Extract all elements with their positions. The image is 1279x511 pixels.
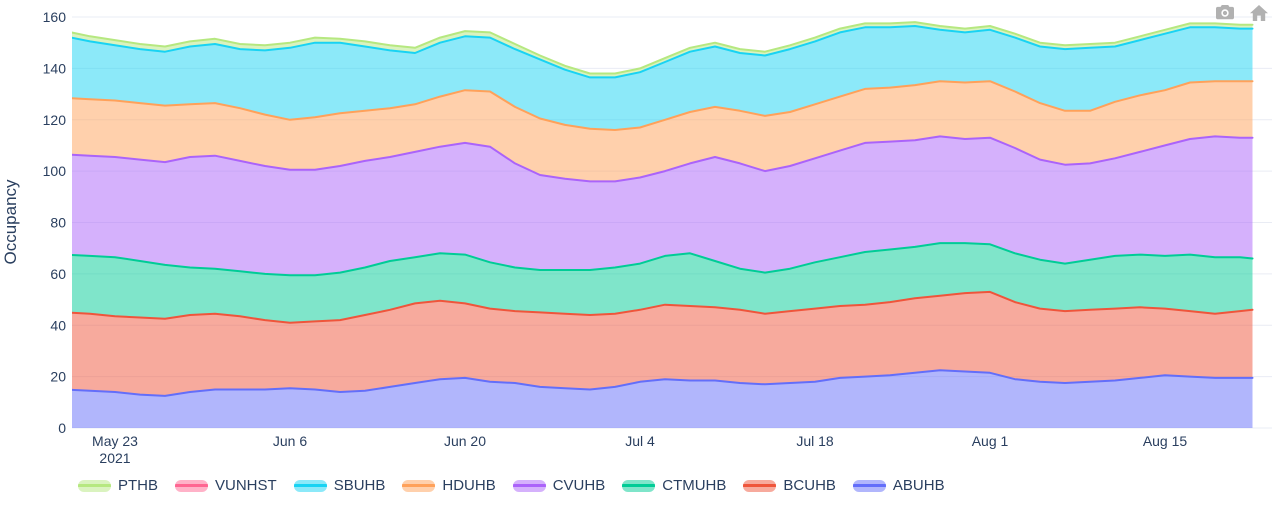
y-tick-label: 60 <box>50 266 66 282</box>
legend-label-bcuhb: BCUHB <box>783 477 836 494</box>
legend-label-pthb: PTHB <box>118 477 159 494</box>
x-tick-label: May 23 <box>92 433 138 449</box>
y-tick-label: 140 <box>43 60 67 76</box>
legend-swatch-sbuhb <box>293 479 327 492</box>
y-axis-ticks: 0 20 40 60 80 100 120 140 160 <box>43 9 67 436</box>
legend-item-pthb[interactable]: PTHB <box>78 478 158 493</box>
y-tick-label: 40 <box>50 317 66 333</box>
modebar <box>1212 2 1271 25</box>
x-tick-label: Jun 6 <box>273 433 307 449</box>
trace-lines <box>72 21 1254 397</box>
line-hduhb <box>72 80 1254 131</box>
legend-swatch-line <box>402 484 436 487</box>
x-tick-sublabel: 2021 <box>99 450 130 466</box>
legend-item-ctmuhb[interactable]: CTMUHB <box>622 478 726 493</box>
x-tick-label: Jun 20 <box>444 433 486 449</box>
camera-icon <box>1215 5 1235 25</box>
x-tick-label: Jul 18 <box>796 433 834 449</box>
legend-swatch-vunhst <box>175 479 209 492</box>
legend-swatch-line <box>512 484 546 487</box>
area-bcuhb[interactable] <box>65 291 1253 396</box>
area-ctmuhb[interactable] <box>65 243 1253 323</box>
area-abuhb[interactable] <box>65 370 1253 428</box>
y-tick-label: 100 <box>43 163 67 179</box>
legend-swatch-line <box>78 484 111 487</box>
legend-item-cvuhb[interactable]: CVUHB <box>512 477 606 494</box>
legend-item-abuhb[interactable]: ABUHB <box>852 477 945 494</box>
legend-label-hduhb: HDUHB <box>442 477 496 494</box>
legend-label-abuhb: ABUHB <box>892 477 945 494</box>
y-tick-label: 120 <box>43 112 67 128</box>
legend-swatch-line <box>175 484 209 487</box>
x-tick-label: Aug 1 <box>972 433 1009 449</box>
download-plot-button[interactable] <box>1212 2 1237 25</box>
legend-swatch-line <box>622 484 656 487</box>
y-tick-label: 0 <box>58 420 66 436</box>
legend-item-vunhst[interactable]: VUNHST <box>175 478 277 493</box>
reset-axes-button[interactable] <box>1246 2 1271 25</box>
legend-item-sbuhb[interactable]: SBUHB <box>293 477 386 494</box>
line-sbuhb <box>72 25 1254 79</box>
legend-label-ctmuhb: CTMUHB <box>662 477 727 494</box>
home-icon <box>1249 5 1269 25</box>
legend-swatch-abuhb <box>852 479 886 492</box>
line-pthb <box>72 21 1254 75</box>
legend-swatch-hduhb <box>402 479 436 492</box>
y-axis-title: Occupancy <box>1 179 20 265</box>
area-cvuhb[interactable] <box>65 136 1253 276</box>
occupancy-stacked-area-chart[interactable]: Occupancy 0 20 40 60 80 100 120 140 160 May 23202… <box>0 0 1279 472</box>
y-tick-label: 20 <box>50 369 66 385</box>
x-tick-label: Jul 4 <box>625 433 655 449</box>
legend-label-vunhst: VUNHST <box>215 477 277 494</box>
legend-swatch-line <box>852 484 886 487</box>
legend-swatch-line <box>743 484 777 487</box>
line-abuhb <box>72 369 1254 397</box>
y-tick-label: 80 <box>50 215 66 231</box>
legend-swatch-bcuhb <box>743 479 777 492</box>
area-traces <box>65 22 1253 428</box>
legend-swatch-line <box>293 484 327 487</box>
legend-item-hduhb[interactable]: HDUHB <box>402 477 496 494</box>
legend-item-bcuhb[interactable]: BCUHB <box>743 478 836 493</box>
legend-swatch-pthb <box>78 479 111 492</box>
area-sbuhb[interactable] <box>65 26 1253 130</box>
legend-label-cvuhb: CVUHB <box>552 477 606 494</box>
legend-label-sbuhb: SBUHB <box>333 477 386 494</box>
x-tick-label: Aug 15 <box>1143 433 1188 449</box>
legend-swatch-cvuhb <box>512 479 546 492</box>
legend-swatch-ctmuhb <box>622 479 656 492</box>
area-hduhb[interactable] <box>65 81 1253 182</box>
legend: PTHB VUNHST SBUHB HDUHB CVUHB CTMUHB BCUHB ABUH… <box>78 478 945 493</box>
line-bcuhb <box>72 290 1254 324</box>
line-cvuhb <box>72 135 1254 183</box>
y-tick-label: 160 <box>43 9 67 25</box>
line-ctmuhb <box>72 242 1254 277</box>
